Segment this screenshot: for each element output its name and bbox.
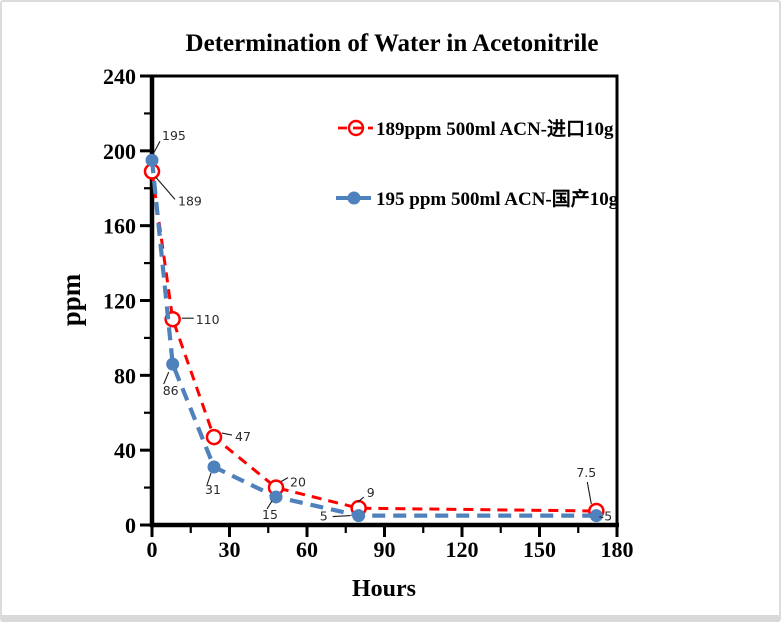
data-label-leader [599,516,604,519]
y-tick-label: 0 [125,513,136,538]
y-tick-label: 200 [103,139,136,164]
data-point-label: 86 [163,383,179,398]
y-tick-label: 120 [103,289,136,314]
data-point-label: 31 [205,482,221,497]
y-tick-label: 160 [103,214,136,239]
series-plot: 189 110 47 20 9 7.5 195 86 31 15 5 5 [143,128,612,524]
x-tick-label: 150 [523,537,556,562]
data-point-label: 15 [262,507,278,522]
data-point-label: 5 [604,509,612,524]
x-axis-title: Hours [352,576,416,602]
x-tick-label: 90 [374,537,396,562]
legend-label-domestic: 195 ppm 500ml ACN-国产10g [376,187,619,210]
x-tick-label: 0 [147,537,158,562]
data-point-label: 189 [178,193,202,208]
series-1-line [149,159,597,518]
data-label-leader [266,500,273,510]
data-label-leader [221,432,233,436]
x-tick-label: 120 [446,537,479,562]
series-0-line [150,171,597,513]
data-label-leader [206,472,212,486]
data-label-leader [332,515,351,518]
data-point-marker [269,490,283,504]
chart-title: Determination of Water in Acetonitrile [186,30,599,57]
x-tick-label: 30 [219,537,241,562]
x-tick-label: 60 [296,537,318,562]
data-label-leader [280,477,289,483]
data-point-marker [352,509,366,523]
y-tick-label: 240 [103,64,136,89]
legend-entry-domestic: 195 ppm 500ml ACN-国产10g [336,187,619,210]
y-axis-title: ppm [56,273,86,326]
legend-entry-imported: 189ppm 500ml ACN-进口10g [338,118,614,140]
data-point-label: 9 [367,485,375,500]
series-1-group: 195 86 31 15 5 5 [145,128,612,524]
data-point-label: 7.5 [576,465,596,480]
data-point-label: 110 [196,312,220,327]
legend-marker-filled-circle [347,191,361,205]
legend-label-imported: 189ppm 500ml ACN-进口10g [376,118,614,140]
data-point-label: 47 [235,429,251,444]
data-label-leader [586,481,592,505]
data-point-label: 195 [162,128,186,143]
data-point-marker [166,357,180,371]
axes: 0 30 60 90 120 150 180 0 40 80 120 160 200 240 [103,64,634,562]
x-tick-label: 180 [601,537,634,562]
data-point-marker [207,460,221,474]
data-point-label: 5 [320,509,328,524]
data-point-marker [145,153,159,167]
y-tick-label: 80 [114,363,136,388]
data-point-label: 20 [290,475,306,490]
data-label-leader [357,496,365,503]
data-label-leader [152,140,161,155]
data-label-leader [163,371,170,385]
legend: 189ppm 500ml ACN-进口10g 195 ppm 500ml ACN… [336,118,619,210]
data-point-marker [205,428,223,446]
data-label-leader [155,177,176,200]
data-point-marker [589,509,603,523]
y-tick-label: 40 [114,438,136,463]
